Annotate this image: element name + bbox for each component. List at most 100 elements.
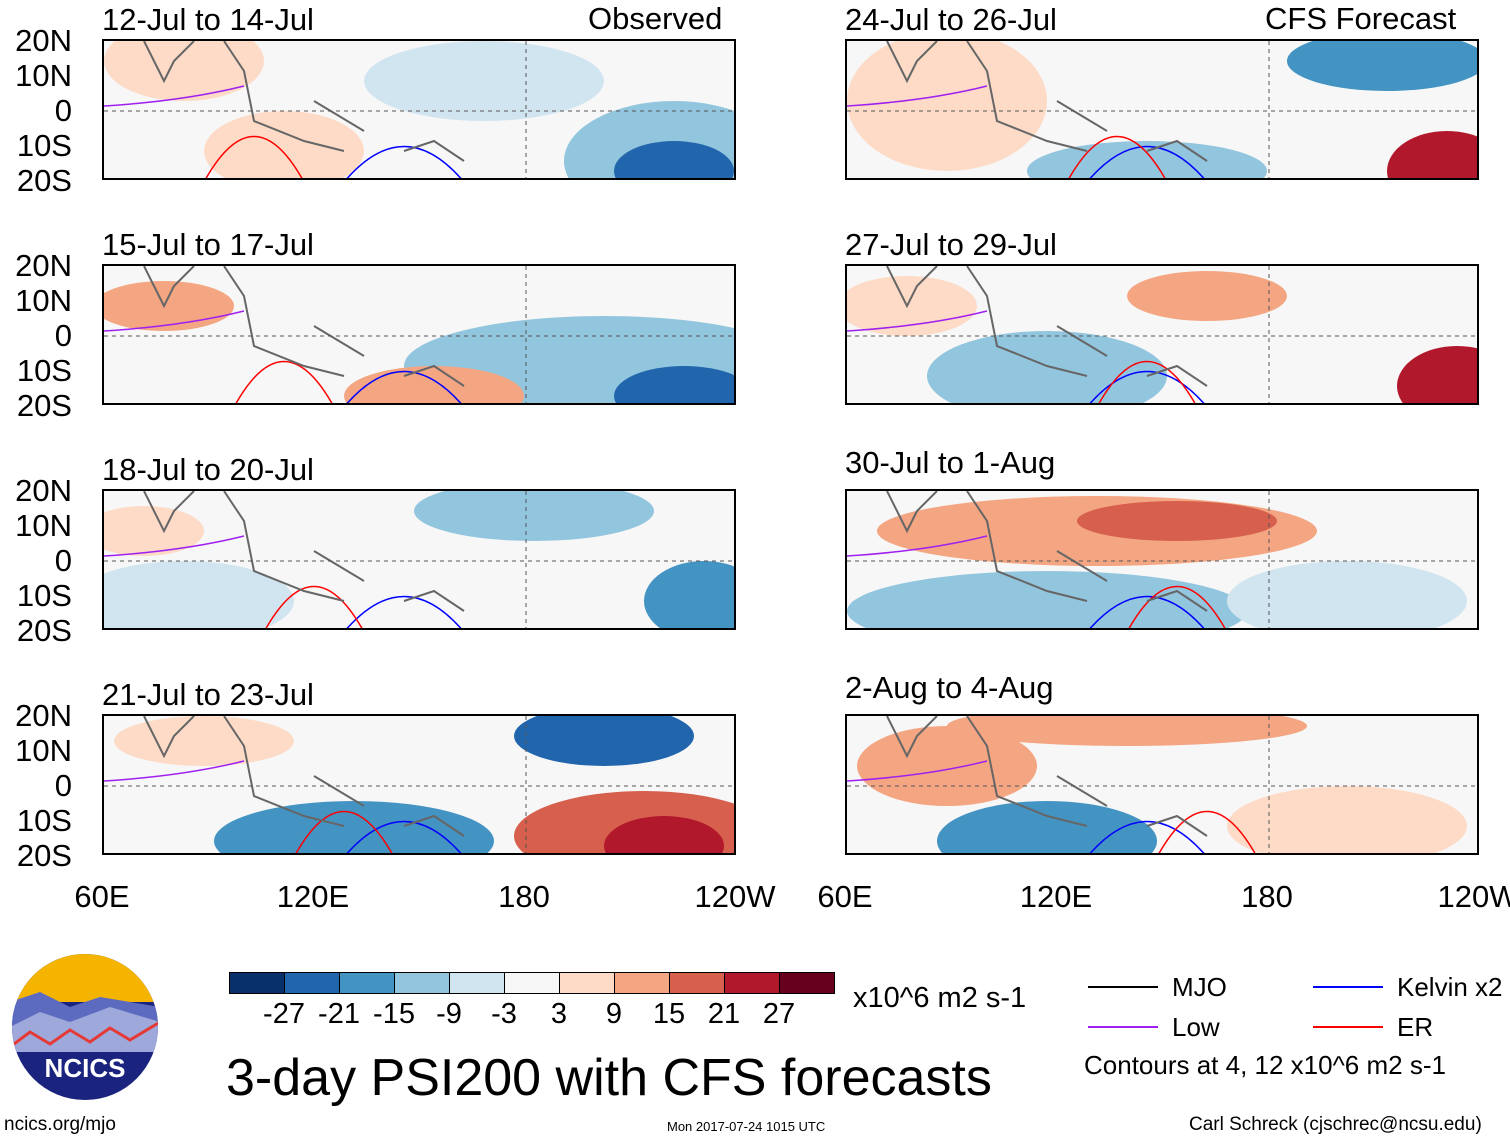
colorbar-swatch: [724, 972, 780, 994]
anomaly-shading: [104, 281, 234, 331]
colorbar-swatch: [394, 972, 450, 994]
anomaly-shading: [614, 141, 734, 178]
kelvin-contour: [1089, 145, 1205, 178]
lon-label: 120W: [1437, 879, 1510, 914]
map-panel: [102, 714, 736, 855]
lat-label: 10N: [15, 58, 72, 93]
panel-title: 27-Jul to 29-Jul: [845, 227, 1057, 262]
main-title: 3-day PSI200 with CFS forecasts: [226, 1049, 992, 1107]
lat-label: 20N: [15, 248, 72, 283]
legend-line: [1313, 1026, 1383, 1028]
legend-label: Low: [1172, 1012, 1220, 1042]
panel-title: 30-Jul to 1-Aug: [845, 445, 1056, 480]
colorbar-label: 15: [652, 998, 686, 1030]
anomaly-shading: [104, 561, 294, 628]
panel-title: 15-Jul to 17-Jul: [102, 227, 314, 262]
lat-label: 0: [54, 543, 72, 578]
anomaly-shading: [364, 41, 604, 121]
map-svg: [104, 41, 734, 178]
colorbar-label: -15: [373, 998, 415, 1030]
panel-title: 18-Jul to 20-Jul: [102, 452, 314, 487]
lat-label: 20N: [15, 473, 72, 508]
map-panel: [102, 489, 736, 630]
lat-label: 10S: [16, 128, 72, 163]
anomaly-shading: [104, 41, 264, 101]
lon-label: 60E: [74, 879, 130, 914]
colorbar-label: -27: [263, 998, 305, 1030]
low-contour: [847, 85, 988, 107]
er-contour: [1128, 585, 1226, 628]
map-svg: [104, 266, 734, 403]
er-contour: [295, 810, 393, 853]
map-svg: [847, 41, 1477, 178]
anomaly-shading: [1077, 501, 1277, 541]
er-contour: [205, 135, 303, 178]
map-panel: [102, 39, 736, 180]
legend-line: [1088, 986, 1158, 988]
lat-label: 10S: [16, 578, 72, 613]
lat-label: 20S: [16, 838, 72, 873]
colorbar-units: x10^6 m2 s-1: [853, 982, 1027, 1014]
coastline: [143, 41, 465, 162]
kelvin-contour: [346, 145, 462, 178]
anomaly-shading: [847, 571, 1247, 628]
colorbar-swatch: [339, 972, 395, 994]
anomaly-shading: [847, 276, 977, 336]
map-svg: [104, 716, 734, 853]
low-contour: [104, 310, 245, 332]
lat-label: 20S: [16, 613, 72, 648]
colorbar-swatch: [504, 972, 560, 994]
map-panel: [845, 39, 1479, 180]
anomaly-shading: [847, 41, 1047, 171]
colorbar-label: 3: [550, 998, 568, 1030]
anomaly-shading: [414, 491, 654, 541]
anomaly-shading: [644, 561, 734, 628]
url-text[interactable]: ncics.org/mjo: [4, 1114, 116, 1135]
lat-label: 10N: [15, 508, 72, 543]
ncics-logo: NCICS: [12, 954, 158, 1100]
kelvin-contour: [346, 370, 462, 403]
colorbar-label: 27: [762, 998, 796, 1030]
low-contour: [104, 535, 245, 557]
panel-title: 21-Jul to 23-Jul: [102, 677, 314, 712]
coastline: [143, 716, 465, 837]
coastline: [886, 716, 1208, 837]
anomaly-shading: [114, 716, 294, 766]
lat-label: 10N: [15, 733, 72, 768]
legend-label: ER: [1397, 1012, 1434, 1042]
lat-label: 0: [54, 768, 72, 803]
map-panel: [845, 489, 1479, 630]
anomaly-shading: [344, 366, 524, 403]
coastline: [886, 41, 1208, 162]
colorbar-swatch: [229, 972, 285, 994]
low-contour: [847, 535, 988, 557]
map-svg: [104, 491, 734, 628]
anomaly-shading: [1227, 561, 1467, 628]
colorbar-swatch: [559, 972, 615, 994]
er-contour: [1158, 810, 1256, 853]
kelvin-contour: [346, 595, 462, 628]
map-svg: [847, 716, 1477, 853]
colorbar-swatch: [779, 972, 835, 994]
map-svg: [847, 266, 1477, 403]
map-svg: [847, 491, 1477, 628]
er-contour: [235, 360, 333, 403]
map-panel: [102, 264, 736, 405]
lon-label: 60E: [817, 879, 873, 914]
lat-label: 20S: [16, 163, 72, 198]
lat-label: 0: [54, 318, 72, 353]
er-contour: [1098, 360, 1196, 403]
panel-title: 24-Jul to 26-Jul: [845, 2, 1057, 37]
legend-note: Contours at 4, 12 x10^6 m2 s-1: [1084, 1050, 1446, 1080]
lon-label: 120E: [276, 879, 350, 914]
coastline: [886, 491, 1208, 612]
svg-text:NCICS: NCICS: [45, 1053, 126, 1083]
kelvin-contour: [1089, 595, 1205, 628]
legend-line: [1313, 986, 1383, 988]
anomaly-shading: [937, 801, 1157, 853]
lat-label: 20N: [15, 23, 72, 58]
lat-label: 20S: [16, 388, 72, 423]
anomaly-shading: [204, 111, 364, 178]
anomaly-shading: [614, 366, 734, 403]
